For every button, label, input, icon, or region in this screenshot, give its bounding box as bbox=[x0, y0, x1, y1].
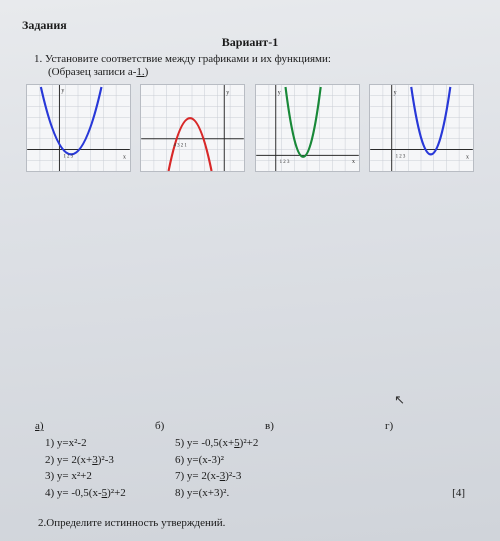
graph-v: y x 1 2 3 bbox=[255, 84, 360, 172]
header-a: а) bbox=[35, 420, 155, 432]
heading-section: Задания Вариант-1 1. Установите соответс… bbox=[22, 18, 478, 78]
eq-4: 4) y= -0,5(x-5)²+2 bbox=[35, 485, 175, 502]
equation-row: 3) y= x²+2 7) y= 2(x-3)²-3 bbox=[35, 468, 465, 485]
variant-title: Вариант-1 bbox=[22, 35, 478, 50]
question-number: 1. bbox=[34, 53, 42, 65]
equation-row: 4) y= -0,5(x-5)²+2 8) y=(x+3)². [4] bbox=[35, 485, 465, 502]
svg-text:1 2 3: 1 2 3 bbox=[63, 155, 73, 160]
svg-text:x: x bbox=[352, 159, 355, 165]
sample-prefix: (Образец записи а- bbox=[48, 66, 136, 78]
svg-text:4 3 2 1: 4 3 2 1 bbox=[174, 144, 188, 149]
eq-7: 7) y= 2(x-3)²-3 bbox=[175, 468, 375, 485]
svg-text:y: y bbox=[277, 90, 280, 96]
graph-b: y 4 3 2 1 bbox=[140, 84, 245, 172]
question-2: 2.Определите истинность утверждений. bbox=[38, 517, 225, 529]
sample-example: 1. bbox=[136, 66, 144, 78]
equation-row: 2) y= 2(x+3)²-3 6) y=(x-3)² bbox=[35, 452, 465, 469]
svg-text:1 2 3: 1 2 3 bbox=[279, 160, 289, 165]
svg-text:y: y bbox=[61, 88, 64, 94]
score-badge: [4] bbox=[452, 485, 465, 502]
question-text: Установите соответствие между графиками … bbox=[45, 53, 331, 65]
svg-text:y: y bbox=[227, 90, 230, 96]
question-1: 1. Установите соответствие между графика… bbox=[22, 52, 478, 66]
worksheet-paper: Задания Вариант-1 1. Установите соответс… bbox=[0, 0, 500, 541]
eq-8: 8) y=(x+3)². bbox=[175, 485, 375, 502]
header-b: б) bbox=[155, 420, 265, 432]
sample-suffix: ) bbox=[145, 66, 149, 78]
graph-g: y x 1 2 3 bbox=[369, 84, 474, 172]
eq-1: 1) y=x²-2 bbox=[35, 435, 175, 452]
header-v: в) bbox=[265, 420, 385, 432]
column-headers: а) б) в) г) bbox=[35, 420, 465, 432]
eq-5: 5) y= -0,5(x+5)²+2 bbox=[175, 435, 375, 452]
tasks-label: Задания bbox=[22, 18, 478, 33]
answers-section: а) б) в) г) 1) y=x²-2 5) y= -0,5(x+5)²+2… bbox=[35, 420, 465, 501]
svg-text:x: x bbox=[123, 155, 126, 161]
eq-6: 6) y=(x-3)² bbox=[175, 452, 375, 469]
equation-row: 1) y=x²-2 5) y= -0,5(x+5)²+2 bbox=[35, 435, 465, 452]
eq-3: 3) y= x²+2 bbox=[35, 468, 175, 485]
question-2-num: 2. bbox=[38, 517, 46, 529]
cursor-icon: ↖ bbox=[394, 392, 405, 408]
eq-2: 2) y= 2(x+3)²-3 bbox=[35, 452, 175, 469]
svg-text:1 2 3: 1 2 3 bbox=[396, 155, 406, 160]
svg-text:x: x bbox=[466, 155, 469, 161]
svg-text:y: y bbox=[394, 90, 397, 96]
graphs-row: y x 1 2 3 y 4 3 2 1 bbox=[22, 84, 478, 172]
sample-format: (Образец записи а-1.) bbox=[22, 66, 478, 78]
header-g: г) bbox=[385, 420, 445, 432]
question-2-text: Определите истинность утверждений. bbox=[46, 517, 225, 529]
graph-a: y x 1 2 3 bbox=[26, 84, 131, 172]
